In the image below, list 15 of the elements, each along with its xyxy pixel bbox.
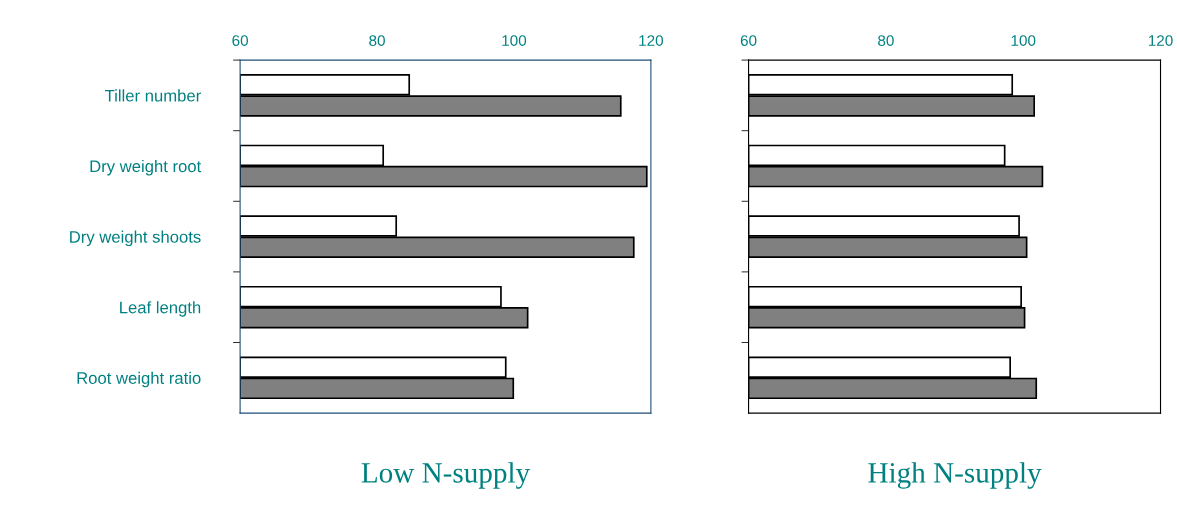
- x-tick-label: 100: [1011, 35, 1036, 46]
- x-tick-label: 80: [369, 35, 385, 46]
- x-tick-label: 120: [639, 35, 664, 46]
- text: Low N-supply: [361, 462, 531, 489]
- x-tick-label: 60: [740, 35, 757, 46]
- x-tick-label: 80: [878, 35, 894, 46]
- y-tick-label: Tiller number: [104, 89, 201, 102]
- y-tick-label: Dry weight shoots: [70, 230, 201, 247]
- x-tick-label: 60: [232, 35, 249, 46]
- y-tick-label: Root weight ratio: [77, 371, 201, 388]
- y-tick-label: Leaf length: [120, 301, 201, 317]
- x-tick-label: 120: [1148, 35, 1173, 46]
- y-tick-label: Dry weight root: [90, 159, 202, 176]
- text: High N-supply: [868, 462, 1042, 489]
- x-tick-label: 100: [502, 35, 527, 46]
